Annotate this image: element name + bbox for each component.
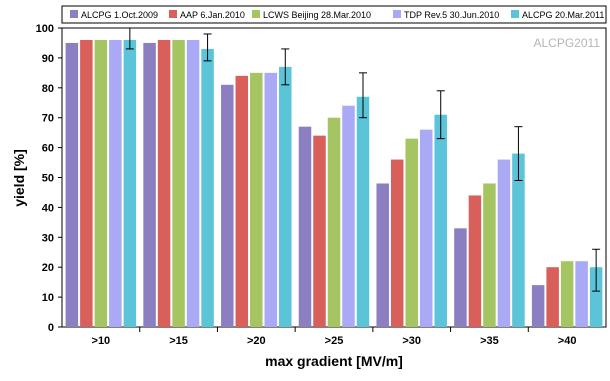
bar	[468, 195, 482, 327]
bar	[221, 84, 234, 327]
y-tick-label: 80	[42, 83, 54, 95]
bar	[186, 39, 200, 328]
bar	[313, 135, 326, 327]
bar	[172, 39, 185, 328]
legend-swatch	[70, 10, 78, 18]
y-tick-label: 50	[42, 173, 54, 185]
error-bars	[125, 27, 601, 292]
x-tick-label: >35	[480, 335, 499, 347]
bar	[512, 153, 525, 327]
bar	[434, 114, 447, 328]
bar	[454, 228, 467, 327]
x-tick-label: >10	[92, 335, 111, 347]
legend-label: TDP Rev.5 30.Jun.2010	[404, 10, 499, 20]
bar	[327, 117, 341, 327]
bar	[497, 159, 511, 327]
bar	[298, 126, 312, 327]
bar	[546, 267, 559, 327]
bar	[531, 285, 545, 327]
x-axis-label: max gradient [MV/m]	[265, 353, 403, 369]
legend-swatch	[169, 10, 177, 18]
bars	[65, 39, 603, 328]
y-tick-label: 20	[42, 262, 54, 274]
bar	[250, 72, 263, 327]
bar	[157, 39, 171, 328]
bar	[342, 105, 355, 328]
x-tick-label: >15	[169, 335, 188, 347]
bar	[419, 129, 433, 327]
bar	[123, 39, 137, 328]
bar	[356, 96, 370, 328]
bar	[235, 75, 249, 327]
watermark: ALCPG2011	[534, 36, 601, 50]
bar	[143, 42, 156, 327]
bar	[376, 183, 389, 327]
y-tick-label: 40	[42, 202, 54, 214]
legend-label: LCWS Beijing 28.Mar.2010	[263, 10, 371, 20]
legend: ALCPG 1.Oct.2009 AAP 6.Jan.2010 LCWS Beiji…	[61, 5, 607, 24]
x-tick-label: >20	[247, 335, 266, 347]
x-axis: >10 >15 >20 >25 >30 >35 >40	[92, 327, 577, 347]
bar	[483, 183, 496, 327]
legend-label: ALCPG 20.Mar.2011	[522, 10, 604, 20]
bar	[80, 39, 93, 328]
legend-swatch	[511, 10, 519, 18]
bar	[390, 159, 404, 327]
y-axis-label: yield [%]	[11, 149, 27, 207]
y-tick-label: 90	[42, 53, 54, 65]
y-tick-label: 30	[42, 232, 54, 244]
legend-box	[61, 5, 607, 24]
x-tick-label: >40	[558, 335, 577, 347]
bar	[109, 39, 122, 328]
y-tick-label: 0	[48, 322, 54, 334]
bar	[575, 261, 588, 327]
y-axis: 0 10 20 30 40 50 60 70 80 90 100	[36, 23, 62, 334]
bar	[201, 48, 214, 328]
bar	[560, 261, 574, 327]
legend-label: AAP 6.Jan.2010	[180, 10, 245, 20]
y-tick-label: 70	[42, 113, 54, 125]
y-tick-label: 10	[42, 292, 54, 304]
legend-swatch	[252, 10, 260, 18]
bar	[405, 138, 418, 327]
bar	[94, 39, 108, 328]
bar	[264, 72, 278, 327]
bar	[279, 66, 292, 328]
bar	[589, 267, 603, 327]
x-tick-label: >30	[402, 335, 421, 347]
bar	[65, 42, 79, 327]
y-tick-label: 100	[36, 23, 54, 35]
y-tick-label: 60	[42, 143, 54, 155]
legend-label: ALCPG 1.Oct.2009	[81, 10, 158, 20]
legend-swatch	[393, 10, 401, 18]
x-tick-label: >25	[325, 335, 344, 347]
